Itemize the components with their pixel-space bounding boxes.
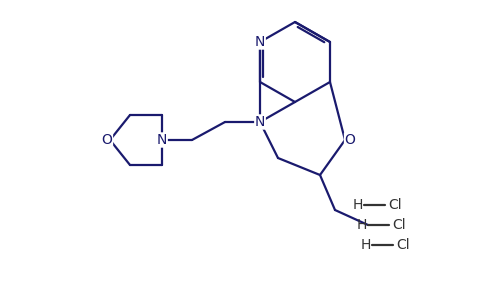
Text: Cl: Cl bbox=[392, 218, 406, 232]
Text: H: H bbox=[353, 198, 363, 212]
Text: Cl: Cl bbox=[396, 238, 410, 252]
Text: Cl: Cl bbox=[388, 198, 402, 212]
Text: H: H bbox=[361, 238, 371, 252]
Text: N: N bbox=[157, 133, 167, 147]
Text: O: O bbox=[102, 133, 113, 147]
Text: H: H bbox=[357, 218, 367, 232]
Text: N: N bbox=[255, 35, 265, 49]
Text: N: N bbox=[255, 115, 265, 129]
Text: O: O bbox=[345, 133, 356, 147]
